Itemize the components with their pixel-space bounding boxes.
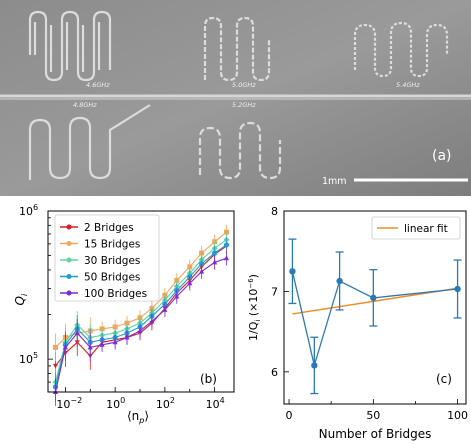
data-point [99, 341, 105, 347]
data-point [52, 344, 58, 350]
x-tick-label: 104 [206, 396, 225, 411]
data-point [174, 293, 180, 299]
data-point [224, 255, 230, 261]
y-axis-label: 1/Qi (×10−6) [247, 274, 262, 341]
x-tick-label: 10−2 [56, 396, 82, 411]
y-tick-label: 6 [271, 366, 278, 379]
legend-marker [66, 241, 72, 246]
data-point [52, 363, 58, 369]
legend: 2 Bridges 15 Bridges 30 Bridges 50 Bridges 1… [54, 214, 160, 302]
panel-label: (b) [200, 372, 217, 386]
y-axis-label: Qi [13, 293, 29, 305]
data-point [87, 344, 93, 350]
x-axis-label: ⟨np⟩ [127, 409, 149, 425]
y-tick-label: 8 [271, 205, 278, 218]
resonator-label: 4.8GHz [73, 101, 97, 109]
legend-label: 50 Bridges [84, 272, 140, 284]
resonator-label: 5.0GHz [232, 81, 256, 89]
data-point [454, 285, 461, 293]
resonator-label: 5.2GHz [232, 101, 256, 109]
data-point [311, 362, 318, 369]
data-point [149, 318, 155, 324]
legend-label: 15 Bridges [84, 239, 140, 251]
legend-label: linear fit [404, 223, 448, 235]
data-point [199, 268, 205, 274]
legend-box [54, 214, 160, 302]
data-point [223, 242, 230, 248]
x-tick-label: 100 [106, 396, 125, 411]
data-point [199, 261, 205, 267]
legend-label: 100 Bridges [84, 288, 147, 300]
data-point [62, 344, 68, 350]
data-point [336, 277, 343, 285]
y-tick-label: 7 [271, 285, 278, 298]
resonator-label: 5.4GHz [396, 81, 420, 89]
chart-c: 0 50 100 6 7 8 linear fit (c) Number of Bridges 1… [247, 205, 468, 441]
y-tick-label: 106 [19, 203, 38, 218]
resonator-label: 4.6GHz [86, 81, 110, 89]
legend-marker [66, 257, 72, 263]
chart-b: 10−2 100 102 104 105 106 2 Bridges 15 Bridges 30… [13, 203, 235, 425]
legend: linear fit [371, 216, 461, 240]
x-tick-label: 0 [286, 409, 293, 422]
legend-marker [66, 224, 72, 230]
data-point [162, 306, 168, 312]
data-point [224, 229, 230, 235]
resonator-meanders [28, 10, 449, 180]
plot-frame [283, 210, 467, 405]
data-point [74, 330, 80, 336]
series-line [291, 271, 458, 368]
data-point [370, 294, 377, 302]
y-tick-label: 105 [19, 351, 38, 366]
scale-bar-label: 1mm [322, 176, 347, 187]
data-point [212, 259, 218, 265]
legend-marker [66, 290, 72, 296]
x-tick-label: 102 [156, 396, 175, 411]
legend-label: 2 Bridges [84, 222, 134, 234]
legend-label: 30 Bridges [84, 255, 140, 267]
legend-marker [66, 274, 72, 279]
x-axis-label: Number of Bridges [319, 427, 432, 441]
data-point [187, 280, 193, 286]
panel-a-label: (a) [432, 148, 452, 164]
panel-label: (c) [436, 372, 452, 386]
data-point [289, 268, 296, 275]
data-point [124, 334, 130, 340]
x-tick-label: 50 [366, 409, 380, 422]
data-point [137, 327, 143, 333]
data-point [112, 339, 118, 345]
data-point [212, 250, 218, 256]
legend-box [371, 216, 461, 240]
plot-frame [47, 210, 235, 393]
x-tick-label: 100 [447, 409, 468, 422]
micrograph-panel: 4.6GHz 5.0GHz 5.4GHz 4.8GHz 5.2GHz (a) 1… [0, 0, 471, 196]
